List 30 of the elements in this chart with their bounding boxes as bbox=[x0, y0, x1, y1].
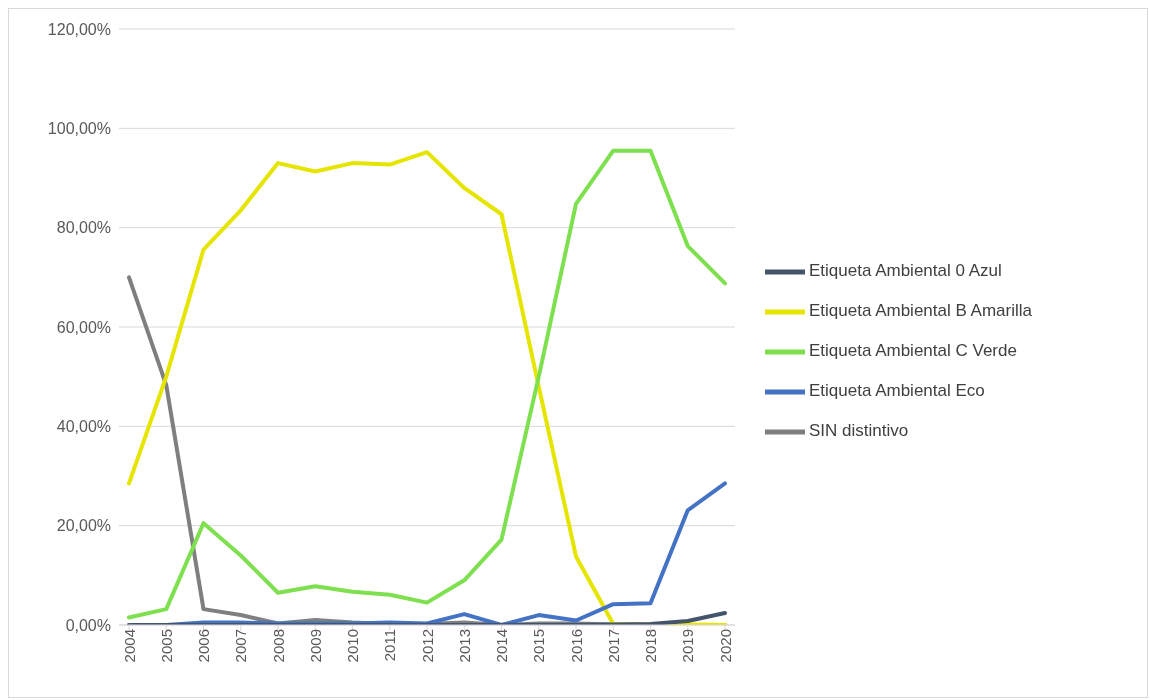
legend-label: SIN distintivo bbox=[809, 421, 909, 441]
x-tick-label: 2012 bbox=[418, 629, 436, 663]
x-tick-label: 2006 bbox=[195, 629, 213, 663]
x-tick-label: 2011 bbox=[381, 629, 399, 662]
x-tick-label: 2013 bbox=[455, 629, 473, 663]
x-tick-label: 2009 bbox=[306, 629, 324, 663]
x-tick-label: 2014 bbox=[493, 629, 511, 663]
legend-label: Etiqueta Ambiental Eco bbox=[809, 381, 985, 401]
x-tick-label: 2018 bbox=[642, 629, 660, 663]
x-tick-label: 2016 bbox=[567, 629, 585, 663]
legend-label: Etiqueta Ambiental 0 Azul bbox=[809, 261, 1002, 281]
legend-label: Etiqueta Ambiental B Amarilla bbox=[809, 301, 1033, 321]
x-tick-label: 2008 bbox=[269, 629, 287, 663]
line-series bbox=[127, 611, 727, 625]
x-tick-label: 2015 bbox=[530, 629, 548, 663]
y-tick-label: 100,00% bbox=[47, 120, 111, 138]
y-tick-label: 20,00% bbox=[56, 517, 111, 535]
x-tick-label: 2019 bbox=[679, 629, 697, 663]
y-tick-label: 120,00% bbox=[47, 20, 111, 38]
y-tick-label: 60,00% bbox=[56, 318, 111, 336]
y-tick-label: 80,00% bbox=[56, 219, 111, 237]
x-tick-label: 2017 bbox=[604, 629, 622, 663]
x-tick-label: 2010 bbox=[344, 629, 362, 663]
x-tick-label: 2020 bbox=[716, 629, 734, 663]
y-tick-label: 40,00% bbox=[56, 418, 111, 436]
x-tick-label: 2004 bbox=[120, 629, 138, 663]
x-tick-label: 2005 bbox=[157, 629, 175, 663]
legend-label: Etiqueta Ambiental C Verde bbox=[809, 341, 1017, 361]
y-tick-label: 0,00% bbox=[65, 616, 111, 634]
x-tick-label: 2007 bbox=[232, 629, 250, 663]
